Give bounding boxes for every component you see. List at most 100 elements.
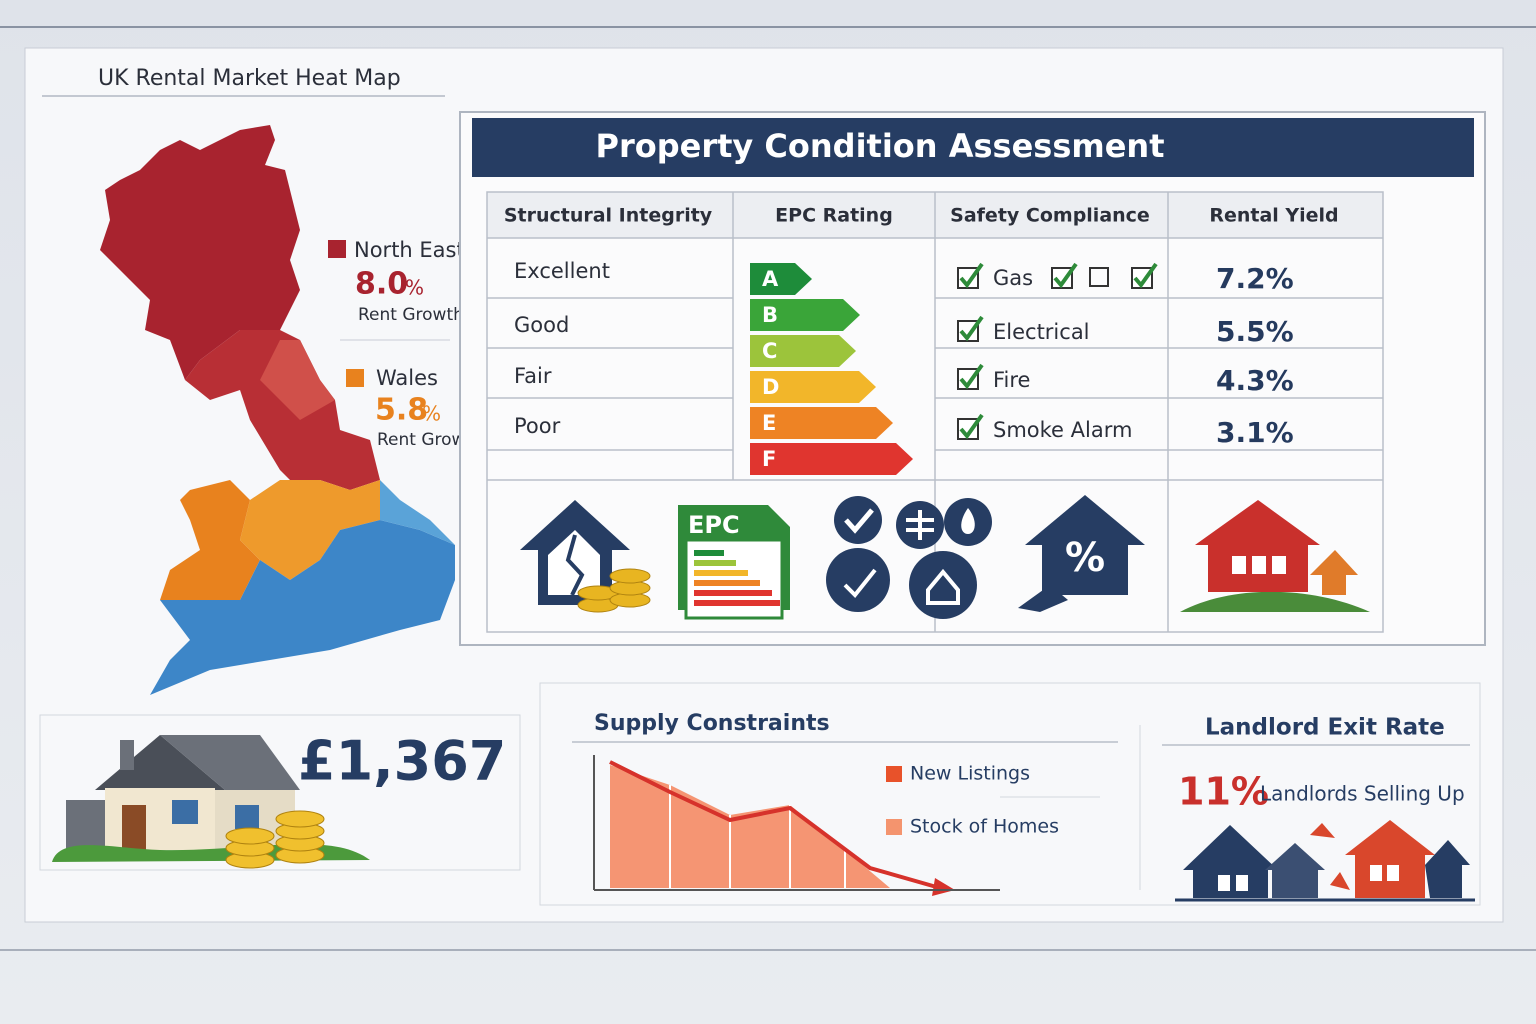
uk-map [100,125,455,695]
average-rent: £1,367 [298,730,506,793]
safety-check: Fire [993,368,1030,392]
column-header: Safety Compliance [950,205,1150,227]
supply-chart [593,755,1100,896]
decoration [694,560,736,566]
legend-swatch [886,766,902,782]
decoration [1345,820,1435,898]
region-scotland [100,125,300,380]
decoration [1310,823,1350,890]
decoration [122,805,146,850]
decoration [1310,550,1358,595]
decoration [172,800,198,824]
column-header: Structural Integrity [504,205,713,227]
checkbox [956,315,984,343]
decoration [1180,591,1370,612]
decoration [160,735,300,790]
legend-label: New Listings [910,763,1030,785]
condition: Fair [514,364,552,388]
decoration [694,570,748,576]
epc-letter: E [762,411,776,435]
condition: Poor [514,414,561,438]
condition: Excellent [514,259,610,283]
decoration [1252,556,1266,574]
decoration [225,827,275,845]
decoration [1387,865,1399,881]
legend-swatch [346,369,364,387]
epc-letter: A [762,267,779,291]
decoration [609,760,941,890]
assessment-header [472,118,1474,177]
region-name: North East [354,238,465,262]
epc-letter: F [762,447,776,471]
region-caption: Rent Growth [377,430,483,450]
epc-band [750,371,876,403]
decoration [275,810,325,828]
decoration [1025,495,1145,595]
region-name: Wales [376,366,438,390]
region-midlands [240,480,380,580]
decoration [577,568,651,613]
decoration [1425,840,1470,898]
column-header: Rental Yield [1209,205,1338,227]
decoration [826,548,890,612]
epc-band [750,335,856,367]
decoration [844,508,874,534]
region-unit: % [405,276,424,300]
epc-band [750,443,913,475]
rental-yield: 5.5% [1216,315,1294,348]
legend-label: Stock of Homes [910,816,1059,838]
checkbox [956,262,984,290]
epc-letter: C [762,339,777,363]
rental-yield: 7.2% [1216,262,1294,295]
epc-scale: A B C D E F [750,263,913,475]
decoration [1265,843,1325,898]
decoration [548,530,600,595]
percent-glyph: % [1065,535,1105,581]
region-east [380,480,455,545]
decoration [1232,556,1246,574]
decoration [1018,585,1068,612]
legend-swatch [328,240,346,258]
exit-rate: 11% [1178,770,1269,814]
epc-band [750,407,893,439]
epc-letter: B [762,303,778,327]
region-unit: % [422,402,441,426]
decoration [66,800,106,850]
decoration [932,878,955,896]
decoration [909,551,977,619]
decoration [1195,500,1320,592]
rental-icon [1180,500,1370,612]
region-caption: Rent Growth [358,305,464,325]
safety-check: Smoke Alarm [993,418,1132,442]
exit-title: Landlord Exit Rate [1205,715,1445,741]
decoration [694,600,780,606]
decoration [694,550,724,556]
heat-map-title: UK Rental Market Heat Map [98,66,401,91]
checkbox [956,413,984,441]
decoration [926,568,960,605]
yield-icon: % [1018,495,1145,612]
checkbox-empty [1089,267,1109,287]
region-value: 8.0 [355,267,408,302]
supply-title: Supply Constraints [594,711,830,736]
region-wales [160,480,260,600]
column-header: EPC Rating [775,205,893,227]
table-grid [487,192,1383,632]
exit-caption: Landlords Selling Up [1260,782,1465,806]
decoration [609,568,651,584]
decoration: A B C D E F [762,267,779,471]
epc-icon-label: EPC [688,511,740,539]
decoration [105,788,215,850]
house-illustration [52,735,370,869]
decoration [843,568,877,598]
safety-check: Gas [993,266,1033,290]
safety-icons [826,496,992,619]
decoration [1236,875,1248,891]
decoration [961,508,975,534]
decoration [694,590,772,596]
decoration [694,580,760,586]
exit-illustration [1175,820,1475,902]
epc-icon: EPC [678,505,790,620]
epc-band [750,263,812,295]
